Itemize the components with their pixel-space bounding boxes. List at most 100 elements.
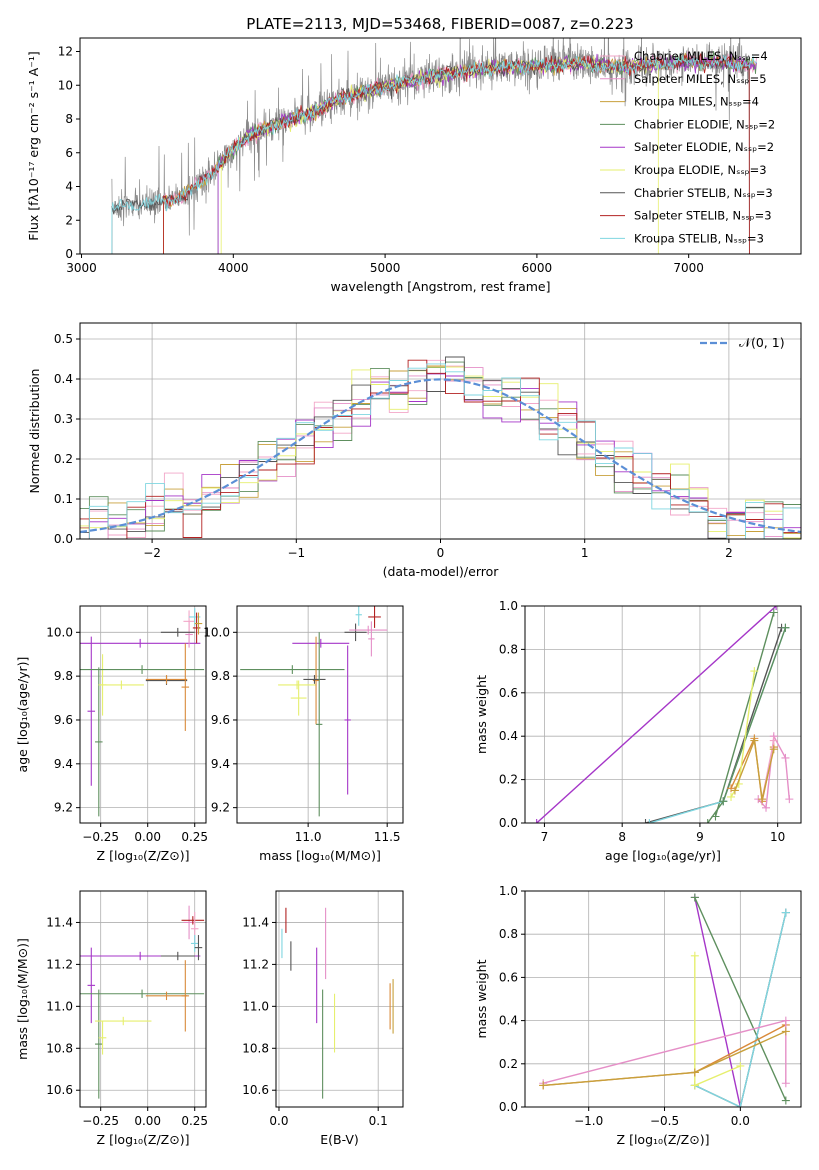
x-tick-label: 9: [696, 830, 704, 844]
x-tick-label: 0.0: [731, 1114, 750, 1128]
weight-line: [694, 897, 741, 1107]
plot-area: [80, 608, 205, 817]
y-tick-label: 10.8: [46, 1041, 73, 1055]
y-tick-label: 10.8: [242, 1041, 269, 1055]
y-tick-label: 11.4: [242, 915, 269, 929]
panel-ebv_mass: 0.0 0.1 10.6 10.8 11.0 11.2 11.4 E(B-V): [242, 890, 404, 1147]
plot-area: [80, 905, 205, 1099]
weight-point: [750, 667, 759, 676]
weight-point: [736, 1061, 745, 1070]
y-tick-label: 12: [58, 45, 73, 59]
axes-frame: [236, 605, 404, 824]
panel-z_mass: −0.25 0.00 0.25 10.6 10.8 11.0 11.2 11.4 Z [log₁…: [15, 890, 208, 1147]
weight-point: [690, 1068, 699, 1077]
x-tick-label: 7000: [673, 261, 704, 275]
y-tick-label: 0.1: [54, 492, 73, 506]
y-tick-label: 0.5: [54, 332, 73, 346]
y-tick-label: 0.4: [499, 1014, 518, 1028]
axes-frame: [524, 605, 802, 824]
weight-point: [532, 819, 541, 823]
x-axis-label: (data-model)/error: [383, 564, 500, 579]
legend-label: Chabrier MILES, Nₛₛₚ=4: [634, 49, 768, 63]
legend-label: Kroupa STELIB, Nₛₛₚ=3: [634, 231, 764, 245]
x-tick-label: 7: [541, 830, 549, 844]
y-tick-label: 11.0: [242, 999, 269, 1013]
legend-label: 𝒩(0, 1): [739, 335, 785, 350]
weight-line: [536, 606, 777, 823]
x-tick-label: 0.25: [181, 830, 208, 844]
normal-curve: [80, 378, 801, 534]
weight-point: [769, 608, 778, 617]
legend-label: Chabrier STELIB, Nₛₛₚ=3: [634, 186, 773, 200]
plot-area: [80, 356, 801, 539]
legend-label: Salpeter ELODIE, Nₛₛₚ=2: [634, 140, 774, 154]
weight-line: [730, 671, 756, 798]
weight-point: [785, 795, 794, 804]
x-tick-label: 1: [581, 546, 589, 560]
y-tick-label: 11.2: [242, 957, 269, 971]
residual-hist-kroupa_stelib: [80, 363, 801, 539]
x-tick-label: −0.25: [82, 1114, 119, 1128]
x-tick-label: 5000: [370, 261, 401, 275]
x-tick-label: −1.0: [574, 1114, 603, 1128]
weight-point: [690, 1081, 699, 1090]
y-tick-label: 0.2: [499, 1057, 518, 1071]
x-tick-label: 6000: [522, 261, 553, 275]
y-tick-label: 0.4: [499, 729, 518, 743]
y-tick-label: 0: [65, 247, 73, 261]
y-tick-label: 6: [65, 146, 73, 160]
axes-frame: [79, 890, 207, 1108]
y-axis-label: age [log₁₀(age/yr)]: [15, 657, 30, 773]
y-axis-label: mass weight: [474, 959, 489, 1038]
y-tick-label: 10.0: [203, 625, 230, 639]
y-tick-label: 0.6: [499, 970, 518, 984]
weight-point: [727, 792, 736, 801]
panel-z_weight: −1.0 −0.5 0.0 0.0 0.2 0.4 0.6 0.8 1.0 Z [log₁₀(Z/…: [474, 884, 802, 1147]
legend-label: Kroupa ELODIE, Nₛₛₚ=3: [634, 163, 767, 177]
y-tick-label: 0.8: [499, 927, 518, 941]
x-axis-label: Z [log₁₀(Z/Z⊙)]: [97, 848, 190, 863]
y-tick-label: 0.2: [54, 452, 73, 466]
y-tick-label: 11.2: [46, 957, 73, 971]
x-tick-label: 0: [437, 546, 445, 560]
x-axis-label: E(B-V): [320, 1132, 359, 1147]
x-tick-label: −2: [143, 546, 161, 560]
x-tick-label: −0.25: [82, 830, 119, 844]
x-tick-label: 0.00: [134, 830, 161, 844]
weight-point: [641, 819, 650, 823]
x-tick-label: 0.00: [134, 1114, 161, 1128]
y-tick-label: 0.0: [54, 532, 73, 546]
weight-point: [719, 797, 728, 806]
y-tick-label: 9.4: [211, 757, 230, 771]
residual-hist-chabrier_miles: [80, 359, 801, 539]
plot-area: [111, 38, 758, 254]
x-axis-label: mass [log₁₀(M/M⊙)]: [259, 848, 381, 863]
y-tick-label: 0.0: [499, 1100, 518, 1114]
weight-line: [649, 627, 787, 823]
x-tick-label: 2: [725, 546, 733, 560]
weight-point: [781, 753, 790, 762]
weight-line: [694, 912, 787, 1107]
plot-area: [532, 606, 794, 823]
x-tick-label: 8: [618, 830, 626, 844]
y-tick-label: 0.0: [499, 816, 518, 830]
x-tick-label: −0.5: [650, 1114, 679, 1128]
model-spectrum-chabrier_stelib: [111, 54, 750, 254]
y-tick-label: 0.6: [499, 686, 518, 700]
axes-frame: [79, 605, 207, 824]
weight-point: [539, 1081, 548, 1090]
y-tick-label: 0.8: [499, 642, 518, 656]
weight-point: [781, 1079, 790, 1088]
legend: Chabrier MILES, Nₛₛₚ=4 Salpeter MILES, Nₛ…: [600, 49, 775, 245]
y-tick-label: 9.6: [211, 713, 230, 727]
legend: 𝒩(0, 1): [700, 335, 785, 350]
y-tick-label: 11.0: [46, 999, 73, 1013]
y-axis-label: mass weight: [474, 675, 489, 754]
y-tick-label: 1.0: [499, 599, 518, 613]
x-axis-label: Z [log₁₀(Z/Z⊙)]: [97, 1132, 190, 1147]
legend-label: Salpeter STELIB, Nₛₛₚ=3: [634, 209, 772, 223]
x-axis-label: wavelength [Angstrom, rest frame]: [330, 279, 550, 294]
y-tick-label: 10.6: [242, 1083, 269, 1097]
weight-point: [736, 1103, 745, 1107]
legend-label: Salpeter MILES, Nₛₛₚ=5: [634, 72, 767, 86]
